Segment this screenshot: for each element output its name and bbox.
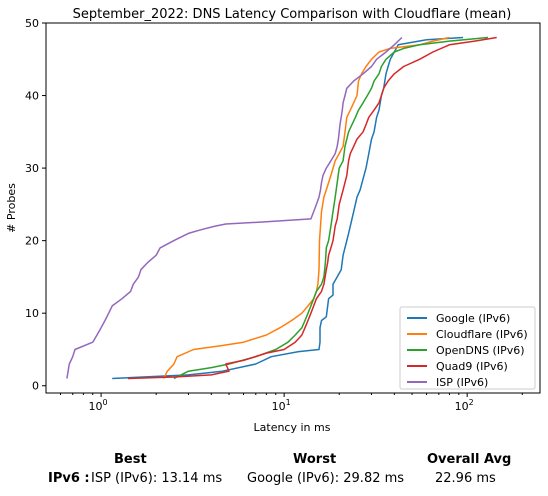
x-tick-label-0: 100 (89, 398, 108, 413)
series-line-0 (112, 36, 464, 380)
legend-entry-1: Cloudflare (IPv6) (436, 328, 528, 341)
best-header: Best (114, 452, 147, 467)
series-line-1 (163, 36, 450, 379)
series-lines (66, 36, 497, 380)
latency-chart: September_2022: DNS Latency Comparison w… (5, 7, 541, 434)
x-tick-label-2: 102 (455, 398, 474, 413)
y-tick-label-0: 0 (32, 380, 39, 393)
y-tick-label-4: 40 (25, 90, 39, 103)
y-tick-label-1: 10 (25, 307, 39, 320)
legend: Google (IPv6) Cloudflare (IPv6) OpenDNS (I… (399, 306, 536, 390)
y-tick-label-5: 50 (25, 17, 39, 30)
y-axis-label: # Probes (5, 183, 18, 233)
legend-entry-0: Google (IPv6) (436, 312, 510, 325)
chart-title: September_2022: DNS Latency Comparison w… (73, 7, 512, 22)
legend-entry-3: Quad9 (IPv6) (436, 360, 508, 373)
ipv6-row-label: IPv6 : (48, 471, 90, 486)
y-axis-ticks: 0 10 20 30 40 50 (25, 17, 46, 393)
best-value: ISP (IPv6): 13.14 ms (91, 471, 223, 486)
legend-frame (399, 306, 536, 390)
y-tick-label-3: 30 (25, 162, 39, 175)
x-axis-label: Latency in ms (254, 421, 331, 434)
series-line-3 (127, 36, 497, 380)
overall-avg-header: Overall Avg (427, 452, 512, 467)
overall-avg-value: 22.96 ms (435, 471, 496, 486)
x-axis-ticks: 100 101 102 (59, 393, 523, 413)
series-line-2 (173, 36, 489, 380)
plot-area (45, 22, 541, 394)
series-line-4 (66, 36, 403, 379)
worst-value: Google (IPv6): 29.82 ms (247, 471, 405, 486)
legend-entry-4: ISP (IPv6) (436, 376, 488, 389)
legend-entry-2: OpenDNS (IPv6) (436, 344, 525, 357)
x-tick-label-1: 101 (272, 398, 291, 413)
worst-header: Worst (293, 452, 337, 467)
y-tick-label-2: 20 (25, 235, 39, 248)
